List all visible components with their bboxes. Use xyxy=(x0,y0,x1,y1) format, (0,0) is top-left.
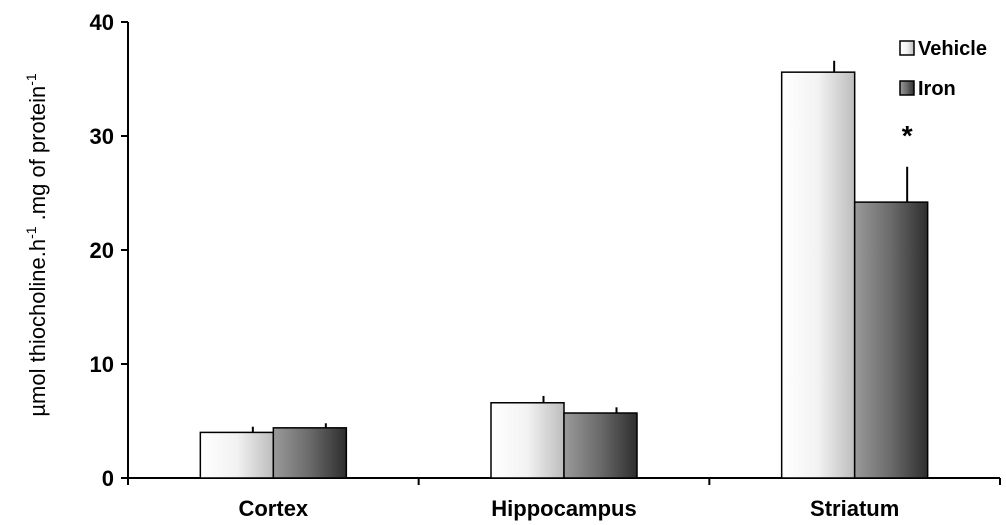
legend-label-iron: Iron xyxy=(918,78,956,100)
bar-vehicle-hippocampus xyxy=(490,402,565,479)
x-category-label: Hippocampus xyxy=(491,496,636,521)
y-tick-label: 10 xyxy=(90,352,114,377)
bar-vehicle-striatum xyxy=(780,71,856,479)
bar-iron-striatum xyxy=(853,201,929,479)
y-tick-label: 30 xyxy=(90,124,114,149)
y-tick-label: 40 xyxy=(90,10,114,35)
bars-group xyxy=(199,60,929,479)
labels-group: Cortex Hippocampus Striatum * xyxy=(238,120,912,521)
bar-iron-cortex xyxy=(272,427,348,479)
y-tick-label: 0 xyxy=(102,466,114,491)
legend-swatch-iron xyxy=(899,80,915,96)
bar-iron-hippocampus xyxy=(563,412,638,479)
significance-marker: * xyxy=(902,120,913,151)
y-tick-label: 20 xyxy=(90,238,114,263)
legend-label-vehicle: Vehicle xyxy=(918,38,987,60)
x-category-label: Cortex xyxy=(238,496,308,521)
x-category-label: Striatum xyxy=(810,496,899,521)
legend-swatch-vehicle xyxy=(899,40,915,56)
bar-vehicle-cortex xyxy=(199,431,275,479)
y-axis-title: µmol thiocholine.h-1 .mg of protein-1 xyxy=(23,73,50,417)
legend: Vehicle Iron xyxy=(899,38,987,100)
